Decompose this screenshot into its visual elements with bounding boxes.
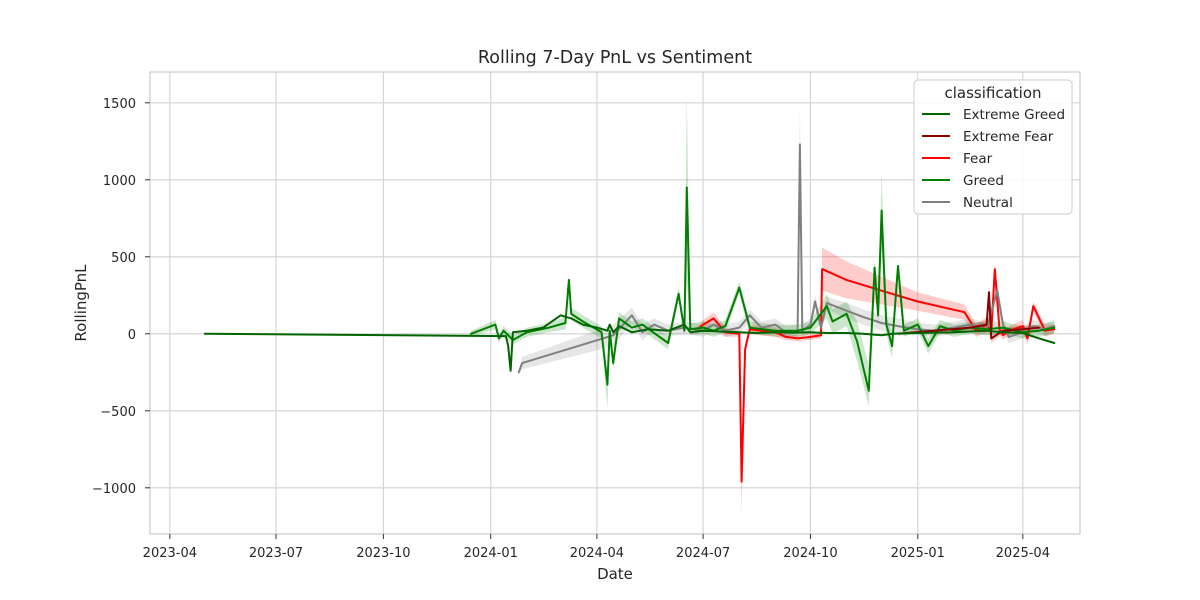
- y-tick-label: −500: [100, 405, 136, 420]
- extreme-fear-legend-label: Extreme Fear: [963, 129, 1054, 145]
- extreme-fear-confidence-band: [898, 287, 1040, 343]
- x-axis-title: Date: [597, 565, 633, 583]
- legend-title: classification: [944, 84, 1041, 102]
- x-tick-label: 2025-04: [996, 546, 1050, 561]
- x-tick-label: 2023-10: [356, 546, 410, 561]
- x-tick-label: 2024-10: [783, 546, 837, 561]
- y-tick-label: −1000: [92, 482, 136, 497]
- y-tick-label: 0: [128, 328, 136, 343]
- x-tick-label: 2024-04: [570, 546, 624, 561]
- fear-confidence-band: [696, 247, 1055, 516]
- fear-legend-label: Fear: [963, 151, 993, 167]
- legend: classification Extreme Greed Extreme Fear…: [913, 79, 1073, 215]
- x-tick-label: 2023-04: [143, 546, 197, 561]
- y-axis-title: RollingPnL: [72, 264, 90, 342]
- legend-box: [913, 79, 1073, 215]
- extreme-greed-legend-label: Extreme Greed: [963, 107, 1065, 123]
- chart-title: Rolling 7-Day PnL vs Sentiment: [478, 48, 752, 68]
- x-tick-label: 2023-07: [249, 546, 303, 561]
- extreme-fear-series-line: [897, 291, 1041, 340]
- series-lines: [203, 143, 1056, 483]
- x-tick-label: 2024-07: [676, 546, 730, 561]
- y-tick-label: 1500: [103, 97, 136, 112]
- x-tick-label: 2024-01: [464, 546, 518, 561]
- greed-legend-label: Greed: [963, 173, 1004, 189]
- tick-labels: 2023-04 2023-07 2023-10 2024-01 2024-04 2024-…: [92, 97, 1050, 561]
- x-tick-label: 2025-01: [891, 546, 945, 561]
- y-tick-label: 1000: [103, 174, 136, 189]
- plot-frame: [149, 71, 1081, 535]
- extreme-greed-series-line: [203, 314, 1056, 372]
- neutral-legend-label: Neutral: [963, 195, 1013, 211]
- y-tick-label: 500: [111, 251, 136, 266]
